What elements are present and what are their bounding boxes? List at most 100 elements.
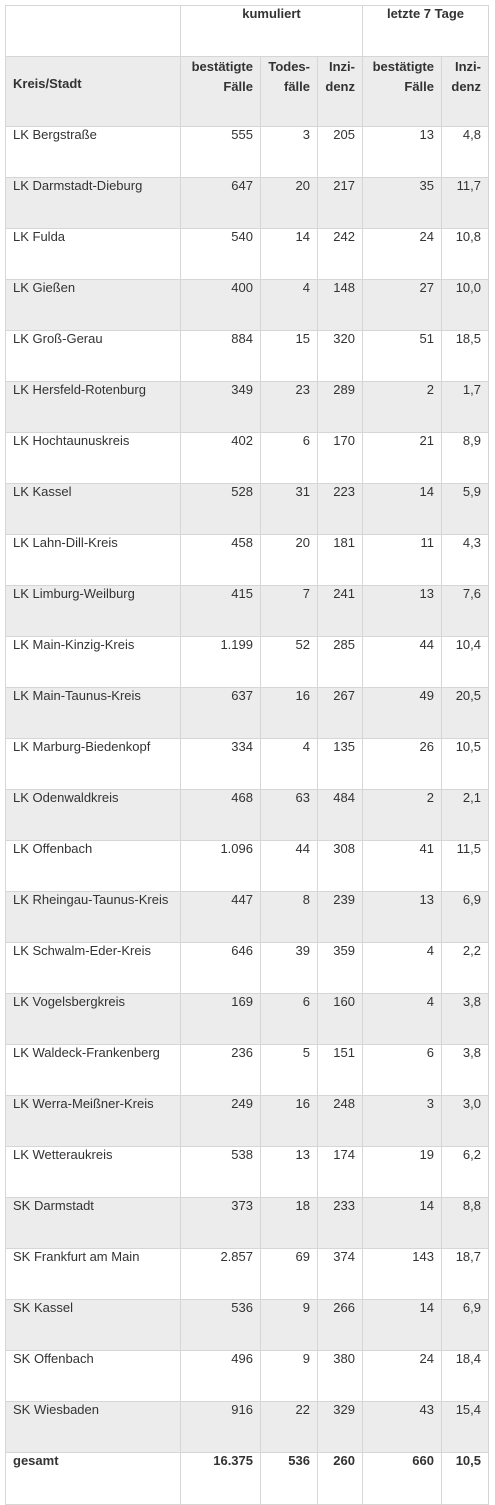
total-row: gesamt 16.375 536 260 660 10,5 bbox=[5, 1452, 489, 1505]
cell-incidence: 233 bbox=[317, 1197, 363, 1249]
cell-incidence7: 18,7 bbox=[441, 1248, 489, 1300]
cell-name: LK Vogelsbergkreis bbox=[5, 993, 181, 1045]
cell-deaths: 9 bbox=[260, 1299, 318, 1351]
cell-incidence: 217 bbox=[317, 177, 363, 229]
cell-name: SK Offenbach bbox=[5, 1350, 181, 1402]
cell-cases7: 35 bbox=[362, 177, 442, 229]
cell-name: SK Wiesbaden bbox=[5, 1401, 181, 1453]
cell-name: LK Odenwaldkreis bbox=[5, 789, 181, 841]
cell-name: LK Offenbach bbox=[5, 840, 181, 892]
cell-cases7: 13 bbox=[362, 891, 442, 943]
cell-cases: 458 bbox=[180, 534, 261, 586]
cell-cases: 334 bbox=[180, 738, 261, 790]
cell-name: SK Darmstadt bbox=[5, 1197, 181, 1249]
cell-name: SK Kassel bbox=[5, 1299, 181, 1351]
cell-cases: 555 bbox=[180, 126, 261, 178]
cell-cases7: 24 bbox=[362, 228, 442, 280]
cell-name: LK Groß-Gerau bbox=[5, 330, 181, 382]
table-row: LK Odenwaldkreis 468 63 484 2 2,1 bbox=[5, 789, 489, 841]
cell-incidence7: 18,4 bbox=[441, 1350, 489, 1402]
cell-incidence: 267 bbox=[317, 687, 363, 739]
cell-name: LK Waldeck-Frankenberg bbox=[5, 1044, 181, 1096]
cell-cases7: 3 bbox=[362, 1095, 442, 1147]
cell-deaths: 6 bbox=[260, 993, 318, 1045]
cell-incidence7: 3,0 bbox=[441, 1095, 489, 1147]
group-header-cumulative: kumuliert bbox=[180, 5, 363, 57]
cell-incidence7: 6,2 bbox=[441, 1146, 489, 1198]
total-cases: 16.375 bbox=[180, 1452, 261, 1505]
cell-incidence: 174 bbox=[317, 1146, 363, 1198]
cell-cases: 447 bbox=[180, 891, 261, 943]
table-row: SK Wiesbaden 916 22 329 43 15,4 bbox=[5, 1401, 489, 1453]
cell-cases: 402 bbox=[180, 432, 261, 484]
cell-deaths: 9 bbox=[260, 1350, 318, 1402]
cell-deaths: 23 bbox=[260, 381, 318, 433]
cell-cases7: 14 bbox=[362, 1197, 442, 1249]
table-row: LK Kassel 528 31 223 14 5,9 bbox=[5, 483, 489, 535]
cell-cases7: 4 bbox=[362, 993, 442, 1045]
total-cases7: 660 bbox=[362, 1452, 442, 1505]
cell-name: LK Rheingau-Taunus-Kreis bbox=[5, 891, 181, 943]
cell-deaths: 16 bbox=[260, 1095, 318, 1147]
table-row: LK Hochtaunuskreis 402 6 170 21 8,9 bbox=[5, 432, 489, 484]
column-header-incidence7: Inzi-denz bbox=[441, 56, 489, 127]
cell-incidence7: 10,4 bbox=[441, 636, 489, 688]
cell-cases: 916 bbox=[180, 1401, 261, 1453]
cell-incidence: 374 bbox=[317, 1248, 363, 1300]
cell-name: LK Main-Kinzig-Kreis bbox=[5, 636, 181, 688]
cell-incidence: 308 bbox=[317, 840, 363, 892]
column-header-incidence: Inzi-denz bbox=[317, 56, 363, 127]
cell-deaths: 22 bbox=[260, 1401, 318, 1453]
cell-incidence: 248 bbox=[317, 1095, 363, 1147]
table-row: LK Vogelsbergkreis 169 6 160 4 3,8 bbox=[5, 993, 489, 1045]
table-row: LK Main-Taunus-Kreis 637 16 267 49 20,5 bbox=[5, 687, 489, 739]
cell-cases: 415 bbox=[180, 585, 261, 637]
cell-incidence7: 3,8 bbox=[441, 1044, 489, 1096]
cell-deaths: 44 bbox=[260, 840, 318, 892]
cell-incidence: 160 bbox=[317, 993, 363, 1045]
cell-cases7: 11 bbox=[362, 534, 442, 586]
cell-incidence: 329 bbox=[317, 1401, 363, 1453]
cell-incidence: 380 bbox=[317, 1350, 363, 1402]
cell-deaths: 13 bbox=[260, 1146, 318, 1198]
cell-incidence7: 11,7 bbox=[441, 177, 489, 229]
cell-incidence7: 10,8 bbox=[441, 228, 489, 280]
cell-deaths: 3 bbox=[260, 126, 318, 178]
cell-cases7: 51 bbox=[362, 330, 442, 382]
table-row: LK Schwalm-Eder-Kreis 646 39 359 4 2,2 bbox=[5, 942, 489, 994]
cell-cases: 496 bbox=[180, 1350, 261, 1402]
cell-cases7: 49 bbox=[362, 687, 442, 739]
cell-cases: 536 bbox=[180, 1299, 261, 1351]
cell-incidence: 205 bbox=[317, 126, 363, 178]
cell-incidence7: 1,7 bbox=[441, 381, 489, 433]
cell-incidence7: 10,5 bbox=[441, 738, 489, 790]
cell-name: LK Lahn-Dill-Kreis bbox=[5, 534, 181, 586]
cell-cases: 468 bbox=[180, 789, 261, 841]
cell-cases: 540 bbox=[180, 228, 261, 280]
cell-deaths: 4 bbox=[260, 738, 318, 790]
cell-cases: 528 bbox=[180, 483, 261, 535]
column-header-row: Kreis/Stadt bestätigte Fälle Todes-fälle … bbox=[5, 56, 489, 127]
cell-incidence7: 8,9 bbox=[441, 432, 489, 484]
cell-incidence: 223 bbox=[317, 483, 363, 535]
cell-cases7: 24 bbox=[362, 1350, 442, 1402]
table-row: LK Marburg-Biedenkopf 334 4 135 26 10,5 bbox=[5, 738, 489, 790]
cell-incidence7: 8,8 bbox=[441, 1197, 489, 1249]
cell-incidence: 484 bbox=[317, 789, 363, 841]
cell-deaths: 7 bbox=[260, 585, 318, 637]
cell-name: SK Frankfurt am Main bbox=[5, 1248, 181, 1300]
cell-incidence: 320 bbox=[317, 330, 363, 382]
table-row: SK Frankfurt am Main 2.857 69 374 143 18,7 bbox=[5, 1248, 489, 1300]
cell-name: LK Hochtaunuskreis bbox=[5, 432, 181, 484]
cell-deaths: 4 bbox=[260, 279, 318, 331]
table-row: LK Bergstraße 555 3 205 13 4,8 bbox=[5, 126, 489, 178]
cell-cases: 400 bbox=[180, 279, 261, 331]
cell-name: LK Marburg-Biedenkopf bbox=[5, 738, 181, 790]
cell-name: LK Wetteraukreis bbox=[5, 1146, 181, 1198]
cell-deaths: 18 bbox=[260, 1197, 318, 1249]
table-row: LK Hersfeld-Rotenburg 349 23 289 2 1,7 bbox=[5, 381, 489, 433]
cell-cases: 249 bbox=[180, 1095, 261, 1147]
cell-deaths: 20 bbox=[260, 177, 318, 229]
cell-incidence: 241 bbox=[317, 585, 363, 637]
cell-name: LK Werra-Meißner-Kreis bbox=[5, 1095, 181, 1147]
